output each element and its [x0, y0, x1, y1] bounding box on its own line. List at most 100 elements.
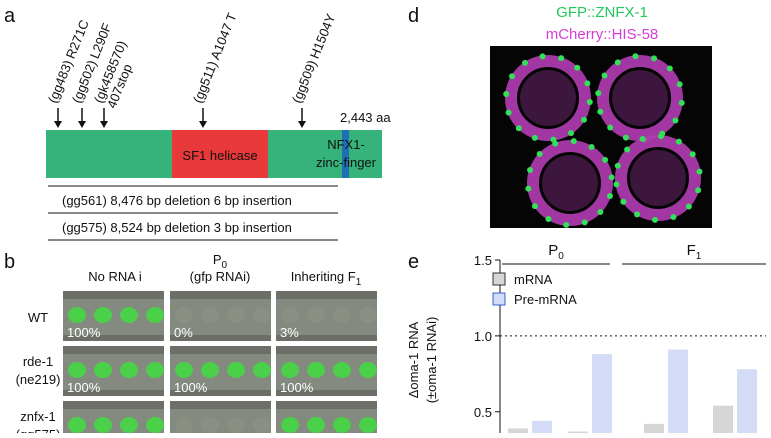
- granule: [581, 219, 588, 226]
- bar: [508, 428, 528, 433]
- germ-nucleus: [227, 307, 245, 323]
- germ-nucleus: [146, 417, 164, 433]
- arrow-head: [78, 121, 86, 128]
- germ-nucleus: [175, 417, 193, 433]
- nucleus: [527, 140, 613, 226]
- granule: [536, 150, 543, 157]
- percent-label: 100%: [67, 380, 101, 395]
- granule: [584, 80, 591, 87]
- granule: [597, 209, 604, 216]
- granule: [613, 181, 620, 188]
- allele-change: A1047 T: [207, 11, 239, 62]
- legend-swatch: [492, 292, 506, 306]
- legend-text: mCherry::HIS-58: [546, 26, 659, 43]
- granule: [651, 55, 658, 62]
- granule: [531, 134, 538, 141]
- domain-label: NFX1-: [327, 137, 365, 152]
- group-label: P0: [548, 242, 564, 262]
- granule: [503, 91, 510, 98]
- granule: [676, 81, 683, 88]
- column-header: (gfp RNAi): [190, 269, 251, 284]
- germ-nucleus: [333, 362, 351, 378]
- germ-nucleus: [359, 307, 377, 323]
- germ-nucleus: [94, 417, 112, 433]
- helicase-domain: [172, 130, 268, 178]
- granule: [632, 53, 639, 60]
- deletion-text: (gg561) 8,476 bp deletion 6 bp insertion: [62, 193, 292, 208]
- granule: [515, 125, 522, 132]
- germ-nucleus: [333, 307, 351, 323]
- y-tick-label: 0.5: [474, 405, 492, 420]
- nuclei: [503, 53, 703, 228]
- percent-label: 0%: [174, 325, 193, 340]
- granule: [567, 130, 574, 137]
- germ-nucleus: [359, 417, 377, 433]
- bar: [532, 420, 552, 433]
- granule: [672, 117, 679, 124]
- group-text: P: [548, 242, 558, 259]
- arrow-head: [54, 121, 62, 128]
- nucleus: [597, 55, 683, 141]
- germ-nucleus: [201, 307, 219, 323]
- germ-nucleus: [227, 417, 245, 433]
- granule: [527, 167, 534, 174]
- nucleus-inner: [612, 70, 668, 126]
- legend-label: mRNA: [514, 272, 553, 287]
- group-label: F1: [687, 242, 702, 262]
- granule: [505, 109, 512, 116]
- granule: [608, 174, 615, 181]
- granule: [531, 203, 538, 210]
- strain-label: znfx-1: [20, 409, 55, 424]
- granule: [624, 146, 631, 153]
- granule: [588, 143, 595, 150]
- allele-label: (gg511)A1047 T: [190, 11, 240, 105]
- bar: [713, 405, 733, 433]
- column-header: P0: [213, 252, 228, 271]
- germ-nucleus: [94, 307, 112, 323]
- allele-label: (ne219): [16, 372, 61, 387]
- granule: [509, 73, 516, 80]
- granule: [574, 64, 581, 71]
- allele-id: (gg509): [289, 58, 320, 105]
- percent-label: 3%: [280, 325, 299, 340]
- zinc-finger-domain: [342, 130, 349, 178]
- protein-length: 2,443 aa: [340, 110, 391, 125]
- granule: [689, 151, 696, 158]
- domain-label: SF1 helicase: [182, 148, 257, 163]
- granule: [685, 203, 692, 210]
- granule: [525, 185, 532, 192]
- granule: [622, 134, 629, 141]
- granule: [539, 53, 546, 60]
- germ-nucleus: [307, 362, 325, 378]
- y-title-line: (±oma-1 RNAi): [424, 317, 439, 404]
- legend-swatch: [492, 272, 506, 286]
- granule: [675, 138, 682, 145]
- germ-nucleus: [359, 362, 377, 378]
- strain-label: WT: [28, 310, 48, 325]
- granule: [695, 187, 702, 194]
- legend-label: Pre-mRNA: [514, 292, 577, 307]
- germ-nucleus: [175, 307, 193, 323]
- germ-nucleus: [281, 417, 299, 433]
- allele-annotations: (gg483)R271C(gg502)L290F(gk458570)407sto…: [45, 11, 338, 128]
- granule: [580, 116, 587, 123]
- granule: [651, 216, 658, 223]
- granule: [545, 216, 552, 223]
- panel-label: b: [4, 251, 15, 273]
- panel-label: a: [4, 5, 16, 27]
- panel-label: e: [408, 251, 419, 273]
- granule: [670, 214, 677, 221]
- granule: [586, 98, 593, 105]
- germ-nucleus: [68, 362, 86, 378]
- percent-label: 100%: [174, 380, 208, 395]
- germ-nucleus: [201, 362, 219, 378]
- granule: [658, 133, 665, 140]
- germ-nucleus: [146, 307, 164, 323]
- granule: [563, 221, 570, 228]
- granule: [678, 99, 685, 106]
- germ-nucleus: [281, 362, 299, 378]
- strain-label: rde-1: [23, 354, 53, 369]
- granule: [601, 72, 608, 79]
- granule: [597, 108, 604, 115]
